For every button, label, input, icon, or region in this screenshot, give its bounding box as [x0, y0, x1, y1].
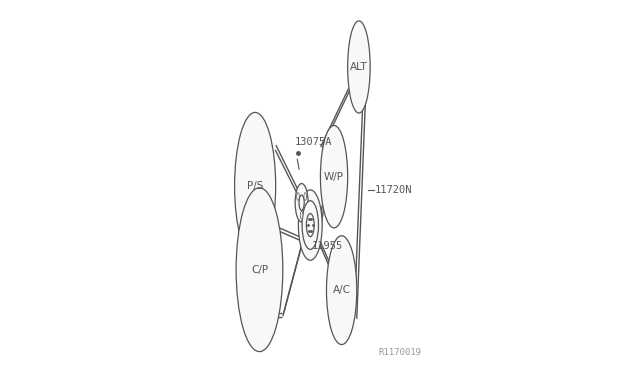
Ellipse shape — [302, 201, 319, 249]
Text: 11955: 11955 — [311, 241, 342, 250]
Ellipse shape — [295, 183, 308, 222]
Text: 13075A: 13075A — [295, 137, 333, 147]
Ellipse shape — [299, 195, 304, 211]
Text: P/S: P/S — [247, 181, 263, 191]
Ellipse shape — [321, 125, 348, 228]
Ellipse shape — [297, 193, 300, 201]
Ellipse shape — [348, 21, 370, 113]
Text: ALT: ALT — [350, 62, 368, 72]
Text: C/P: C/P — [251, 265, 268, 275]
Text: A/C: A/C — [333, 285, 351, 295]
Ellipse shape — [236, 188, 283, 352]
Ellipse shape — [300, 211, 303, 219]
Text: R1170019: R1170019 — [379, 348, 422, 357]
Ellipse shape — [235, 112, 276, 260]
Ellipse shape — [326, 236, 356, 344]
Ellipse shape — [307, 214, 314, 237]
Text: W/P: W/P — [324, 172, 344, 182]
Ellipse shape — [304, 193, 307, 201]
Ellipse shape — [298, 190, 322, 260]
Text: 11720N: 11720N — [375, 185, 413, 195]
